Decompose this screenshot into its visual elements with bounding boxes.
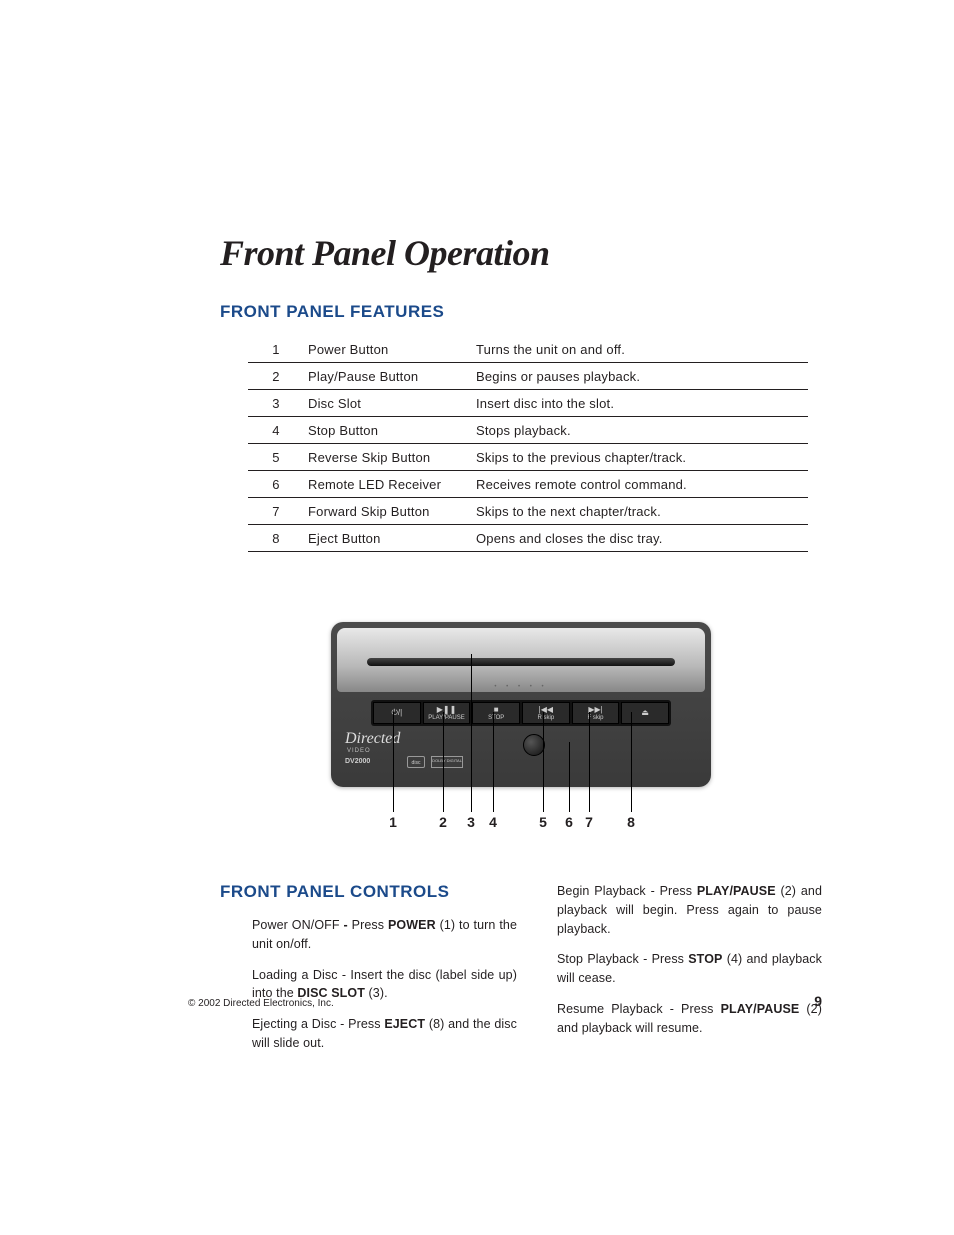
button-symbol-icon: |◀◀	[539, 706, 553, 714]
callout-label: 6	[565, 814, 573, 830]
callout-label: 7	[585, 814, 593, 830]
callout-line	[471, 654, 472, 812]
table-row: 1Power ButtonTurns the unit on and off.	[248, 336, 808, 363]
device-model: DV2000	[345, 758, 370, 765]
feature-number: 6	[248, 471, 304, 498]
device-brand-sub: VIDEO	[347, 748, 371, 754]
footer-copyright: © 2002 Directed Electronics, Inc.	[188, 998, 334, 1009]
feature-name: Eject Button	[304, 525, 472, 552]
indicator-dots: • • • • •	[494, 684, 547, 690]
button-symbol-icon: ⏏	[641, 709, 649, 717]
callout-layer: 1 2 34 5 67 8	[331, 782, 711, 852]
control-paragraph: Begin Playback - Press PLAY/PAUSE (2) an…	[557, 882, 822, 938]
feature-name: Disc Slot	[304, 390, 472, 417]
feature-desc: Insert disc into the slot.	[472, 390, 808, 417]
callout-label: 1	[389, 814, 397, 830]
table-row: 2Play/Pause ButtonBegins or pauses playb…	[248, 363, 808, 390]
table-row: 6Remote LED ReceiverReceives remote cont…	[248, 471, 808, 498]
table-row: 4Stop ButtonStops playback.	[248, 417, 808, 444]
table-row: 3Disc SlotInsert disc into the slot.	[248, 390, 808, 417]
feature-name: Remote LED Receiver	[304, 471, 472, 498]
feature-number: 1	[248, 336, 304, 363]
button-symbol-icon: ▶▶|	[588, 706, 602, 714]
control-paragraph: Power ON/OFF - Press POWER (1) to turn t…	[252, 916, 517, 954]
callout-line	[589, 712, 590, 812]
device-button: ■STOP	[472, 702, 520, 724]
feature-desc: Skips to the previous chapter/track.	[472, 444, 808, 471]
button-symbol-icon: ■	[494, 706, 499, 714]
feature-number: 3	[248, 390, 304, 417]
disc-slot-graphic	[367, 658, 675, 666]
button-label: STOP	[488, 715, 504, 721]
controls-columns: Power ON/OFF - Press POWER (1) to turn t…	[220, 916, 822, 1065]
device-button: ▶❚❚PLAY/PAUSE	[423, 702, 471, 724]
controls-right-column: Begin Playback - Press PLAY/PAUSE (2) an…	[557, 882, 822, 1065]
controls-section: FRONT PANEL CONTROLS Power ON/OFF - Pres…	[220, 882, 822, 1065]
feature-name: Stop Button	[304, 417, 472, 444]
features-heading: FRONT PANEL FEATURES	[220, 302, 822, 322]
callout-label: 3	[467, 814, 475, 830]
callout-line	[443, 712, 444, 812]
feature-name: Power Button	[304, 336, 472, 363]
feature-number: 7	[248, 498, 304, 525]
callout-line	[393, 712, 394, 812]
control-paragraph: Stop Playback - Press STOP (4) and playb…	[557, 950, 822, 988]
disc-logo-icon: disc	[407, 756, 425, 768]
dolby-logo-icon: DOLBY DIGITAL	[431, 756, 463, 768]
dvd-player-illustration: • • • • • ⏻/|▶❚❚PLAY/PAUSE■STOP|◀◀R skip…	[331, 622, 711, 787]
page-number: 9	[814, 993, 822, 1009]
feature-desc: Begins or pauses playback.	[472, 363, 808, 390]
feature-number: 4	[248, 417, 304, 444]
feature-name: Play/Pause Button	[304, 363, 472, 390]
features-table: 1Power ButtonTurns the unit on and off.2…	[248, 336, 808, 552]
controls-left-column: Power ON/OFF - Press POWER (1) to turn t…	[220, 916, 517, 1065]
document-page: Front Panel Operation FRONT PANEL FEATUR…	[0, 0, 954, 1235]
callout-line	[631, 712, 632, 812]
feature-desc: Opens and closes the disc tray.	[472, 525, 808, 552]
callout-label: 8	[627, 814, 635, 830]
page-footer: © 2002 Directed Electronics, Inc. 9	[188, 993, 822, 1009]
device-button: |◀◀R skip	[522, 702, 570, 724]
callout-line	[543, 712, 544, 812]
button-symbol-icon: ▶❚❚	[437, 706, 457, 714]
callout-line	[493, 712, 494, 812]
feature-name: Forward Skip Button	[304, 498, 472, 525]
device-button-bar: ⏻/|▶❚❚PLAY/PAUSE■STOP|◀◀R skip▶▶|F skip⏏	[371, 700, 671, 726]
table-row: 8Eject ButtonOpens and closes the disc t…	[248, 525, 808, 552]
feature-desc: Turns the unit on and off.	[472, 336, 808, 363]
feature-name: Reverse Skip Button	[304, 444, 472, 471]
callout-label: 5	[539, 814, 547, 830]
button-label: PLAY/PAUSE	[428, 715, 464, 721]
led-receiver-graphic	[523, 734, 545, 756]
device-figure: • • • • • ⏻/|▶❚❚PLAY/PAUSE■STOP|◀◀R skip…	[331, 622, 711, 852]
page-title: Front Panel Operation	[220, 232, 554, 274]
callout-label: 4	[489, 814, 497, 830]
callout-line	[569, 742, 570, 812]
feature-number: 5	[248, 444, 304, 471]
feature-desc: Receives remote control command.	[472, 471, 808, 498]
feature-desc: Stops playback.	[472, 417, 808, 444]
feature-number: 2	[248, 363, 304, 390]
device-button: ⏻/|	[373, 702, 421, 724]
control-paragraph: Ejecting a Disc - Press EJECT (8) and th…	[252, 1015, 517, 1053]
feature-desc: Skips to the next chapter/track.	[472, 498, 808, 525]
callout-label: 2	[439, 814, 447, 830]
device-button: ▶▶|F skip	[572, 702, 620, 724]
device-fascia: • • • • •	[337, 628, 705, 692]
table-row: 5Reverse Skip ButtonSkips to the previou…	[248, 444, 808, 471]
button-label: R skip	[538, 715, 555, 721]
table-row: 7Forward Skip ButtonSkips to the next ch…	[248, 498, 808, 525]
feature-number: 8	[248, 525, 304, 552]
title-row: Front Panel Operation	[220, 232, 822, 274]
device-button: ⏏	[621, 702, 669, 724]
